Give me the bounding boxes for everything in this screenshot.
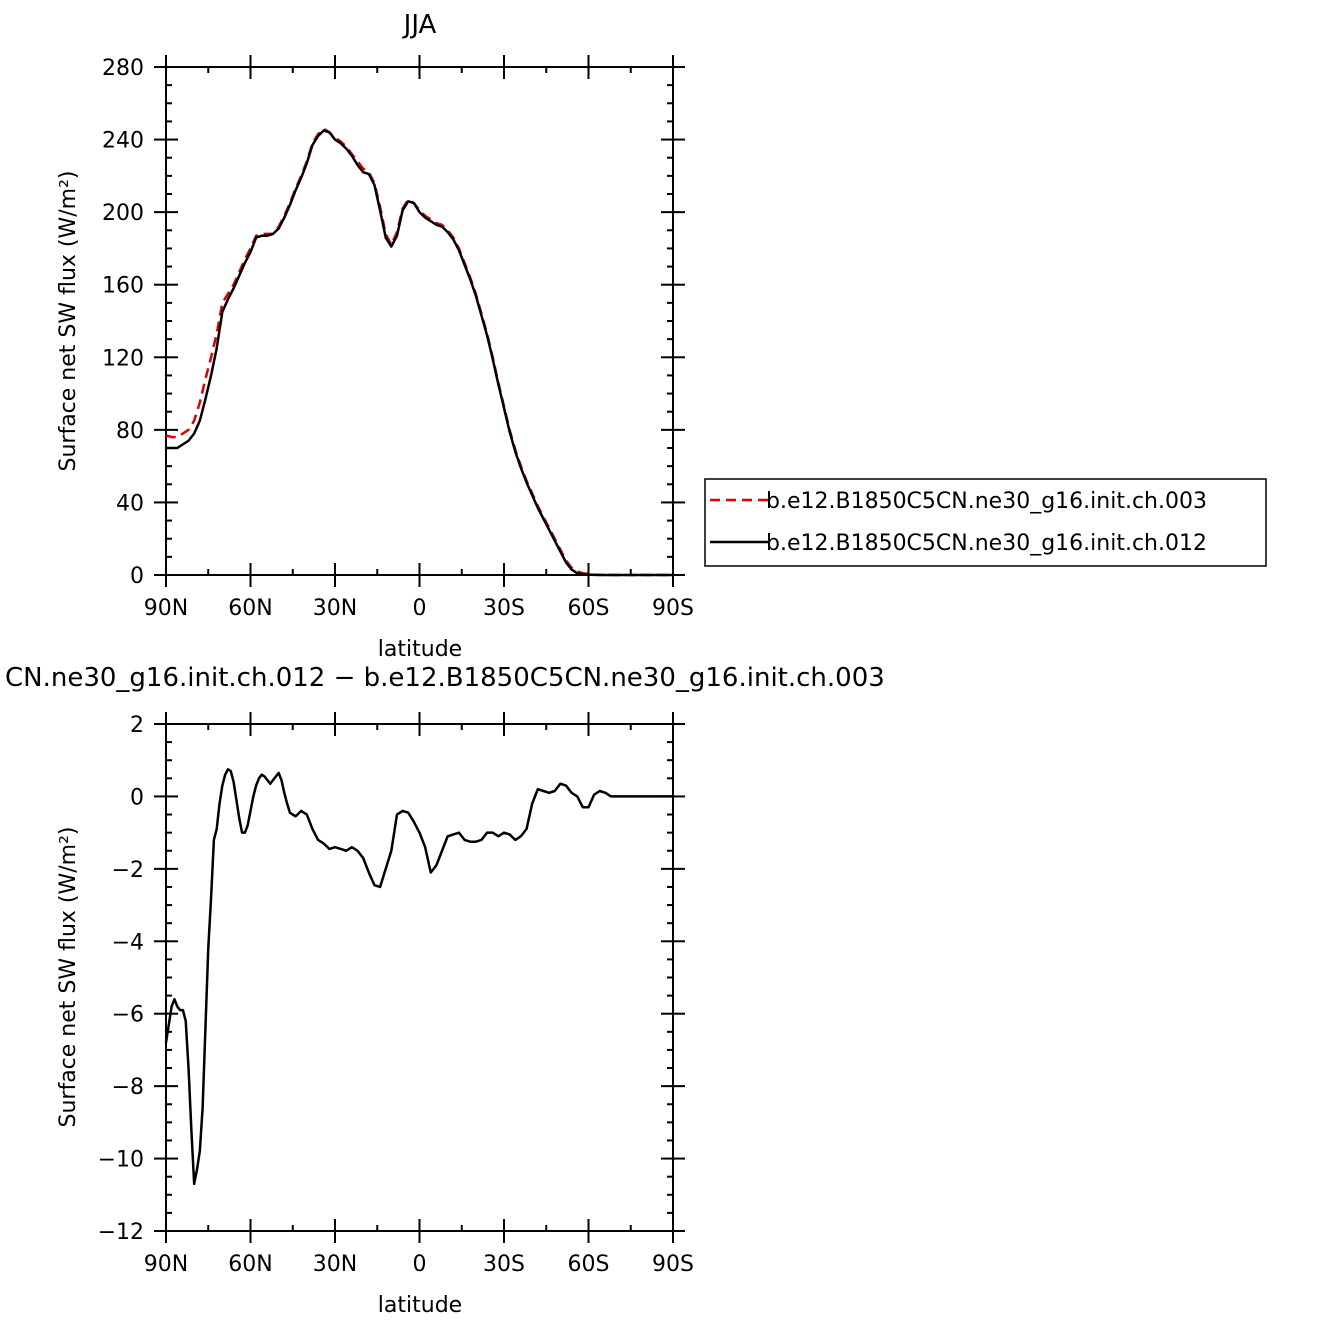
x-tick-label: 30N: [313, 1252, 357, 1277]
y-tick-label: 40: [116, 491, 144, 516]
y-tick-label: 0: [130, 785, 144, 810]
top-x-axis-title: latitude: [378, 637, 462, 662]
plot-frame: [165, 723, 674, 1232]
x-tick-label: 90S: [652, 596, 694, 621]
legend-box: [704, 478, 1267, 567]
y-tick-label: −8: [112, 1075, 144, 1100]
x-tick-label: 0: [413, 1252, 427, 1277]
series-line-1: [165, 127, 673, 577]
y-tick-label: 160: [102, 274, 144, 299]
legend-label-series-2: b.e12.B1850C5CN.ne30_g16.init.ch.012: [766, 531, 1207, 556]
bottom-chart-title: CN.ne30_g16.init.ch.012 − b.e12.B1850C5C…: [5, 663, 885, 693]
top-y-axis-title: Surface net SW flux (W/m²): [56, 170, 81, 471]
y-tick-label: 280: [102, 56, 144, 81]
x-tick-label: 0: [413, 596, 427, 621]
plot-frame: [165, 66, 674, 576]
y-tick-label: 2: [130, 713, 144, 738]
bottom-x-axis-title: latitude: [378, 1293, 462, 1318]
y-tick-label: 240: [102, 129, 144, 154]
top-legend: b.e12.B1850C5CN.ne30_g16.init.ch.003 b.e…: [704, 478, 1267, 567]
x-tick-label: 60N: [228, 1252, 272, 1277]
y-tick-label: −6: [112, 1003, 144, 1028]
y-tick-label: 120: [102, 346, 144, 371]
x-tick-label: 60N: [228, 596, 272, 621]
x-tick-label: 60S: [568, 1252, 610, 1277]
y-tick-label: −10: [98, 1148, 144, 1173]
legend-label-series-1: b.e12.B1850C5CN.ne30_g16.init.ch.003: [766, 489, 1207, 514]
bottom-y-axis-title: Surface net SW flux (W/m²): [56, 826, 81, 1127]
x-tick-label: 30S: [483, 1252, 525, 1277]
y-tick-label: −4: [112, 930, 144, 955]
x-tick-label: 30N: [313, 596, 357, 621]
y-tick-label: 200: [102, 201, 144, 226]
top-panel: JJA 90N 60N 30N 0 30S 60S 90S 0 40 80 120 160 200 240…: [56, 10, 1267, 662]
x-tick-label: 90S: [652, 1252, 694, 1277]
series-line-1: [164, 768, 673, 1186]
bottom-plot-area: 90N 60N 30N 0 30S 60S 90S −12 −10 −8 −6 −4 −2 0 2: [98, 712, 694, 1277]
top-chart-title: JJA: [402, 10, 437, 40]
x-tick-label: 60S: [568, 596, 610, 621]
x-tick-label: 90N: [144, 596, 188, 621]
y-tick-label: 0: [130, 564, 144, 589]
y-tick-label: −12: [98, 1220, 144, 1245]
bottom-panel: CN.ne30_g16.init.ch.012 − b.e12.B1850C5C…: [5, 663, 885, 1318]
x-tick-label: 30S: [483, 596, 525, 621]
y-tick-label: −2: [112, 858, 144, 883]
top-plot-area: 90N 60N 30N 0 30S 60S 90S 0 40 80 120 160 200 240 280: [102, 55, 694, 621]
series-line-2: [166, 129, 673, 577]
y-tick-label: 80: [116, 419, 144, 444]
x-tick-label: 90N: [144, 1252, 188, 1277]
